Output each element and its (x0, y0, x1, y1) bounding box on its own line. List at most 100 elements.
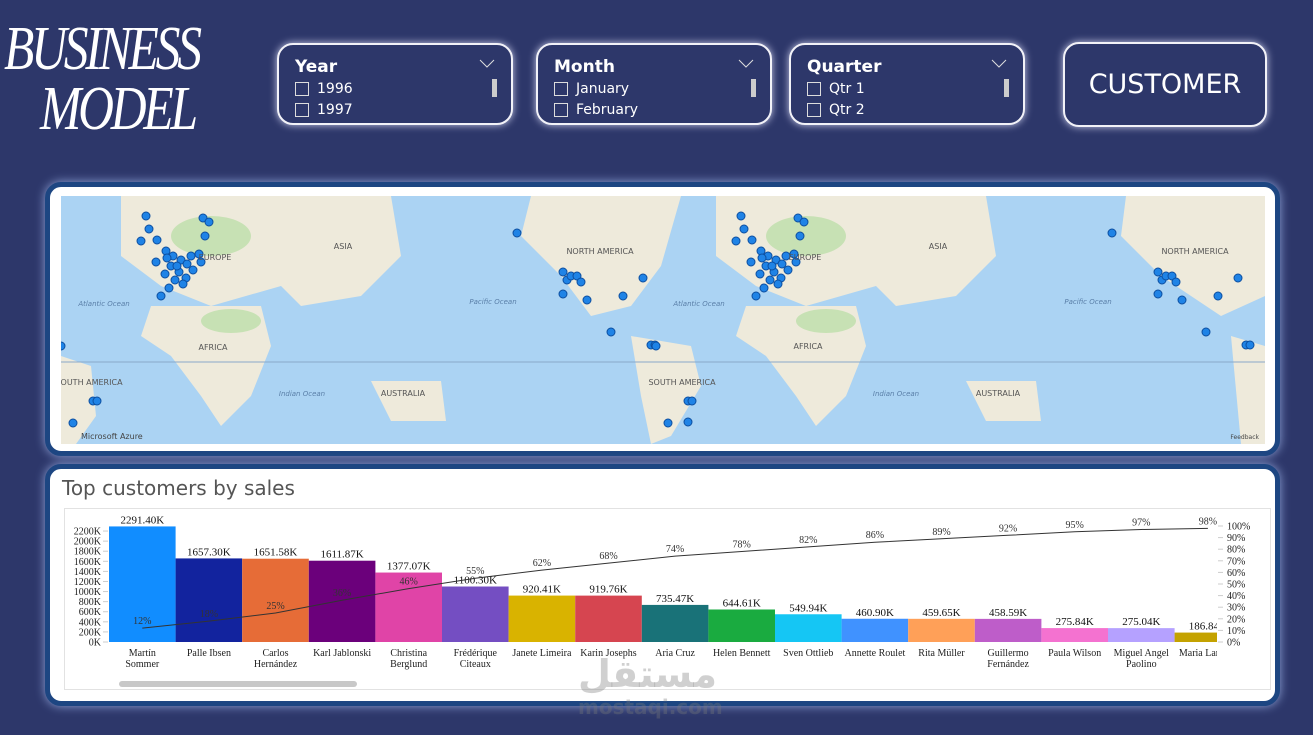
slicer-item[interactable]: 1996 (295, 81, 353, 97)
watermark: مستقل (578, 652, 717, 696)
slicer-title: Year (295, 57, 338, 77)
map: EUROPE ASIA Atlantic Ocean AFRICA SOUTH AMER… (61, 196, 1265, 444)
location-dot (651, 341, 661, 351)
location-dot (1177, 295, 1187, 305)
location-dot (136, 236, 146, 246)
slicer-item[interactable]: January (554, 81, 629, 97)
y2-tick-label: 60% (1227, 568, 1245, 579)
slicer-item[interactable]: Qtr 1 (807, 81, 865, 97)
location-dot (186, 251, 196, 261)
location-dot (751, 291, 761, 301)
value-label: 735.47K (656, 593, 694, 605)
location-dot (182, 259, 192, 269)
map-label: ASIA (929, 242, 948, 251)
checkbox[interactable] (295, 82, 309, 96)
dropdown-chevron[interactable] (991, 59, 1007, 69)
map-label: Pacific Ocean (469, 298, 516, 306)
slicer-item-label: January (576, 81, 630, 97)
chevron (738, 59, 754, 68)
checkbox[interactable] (295, 103, 309, 117)
location-dot (164, 283, 174, 293)
location-dot (204, 217, 214, 227)
line-value-label: 25% (266, 601, 284, 612)
checkbox[interactable] (554, 103, 568, 117)
bar (242, 558, 309, 642)
location-dot (156, 291, 166, 301)
customer-button[interactable]: CUSTOMER (1063, 42, 1267, 127)
map-label: AUSTRALIA (381, 389, 426, 398)
line-value-label: 18% (200, 609, 218, 620)
location-dot (773, 279, 783, 289)
line-value-label: 74% (666, 544, 684, 555)
vegetation (171, 216, 856, 333)
location-dot (1233, 273, 1243, 283)
line-value-label: 82% (799, 535, 817, 546)
location-dot (144, 224, 154, 234)
y-tick-label: 1800K (74, 547, 102, 558)
x-tick-label: Carlos Hernández (253, 648, 298, 670)
bar (841, 618, 909, 642)
slicer-item-label: Qtr 2 (829, 102, 865, 118)
map-label: NORTH AMERICA (1161, 247, 1229, 256)
value-label: 1651.58K (254, 547, 298, 559)
location-dot (765, 275, 775, 285)
x-tick-label: Sven Ottlieb (783, 648, 834, 659)
slicer-item-label: 1996 (317, 81, 353, 97)
location-dot (739, 224, 749, 234)
location-dot (663, 418, 673, 428)
checkbox[interactable] (554, 82, 568, 96)
y2-tick-label: 10% (1227, 626, 1245, 637)
value-label: 1611.87K (320, 549, 363, 561)
checkbox[interactable] (807, 82, 821, 96)
checkbox[interactable] (807, 103, 821, 117)
bar (375, 572, 442, 642)
line-value-label: 55% (466, 566, 484, 577)
line-value-label: 86% (866, 530, 884, 541)
line-value-label: 89% (932, 527, 950, 538)
x-tick-label: Aria Cruz (655, 648, 695, 659)
map-label: SOUTH AMERICA (61, 378, 123, 387)
bar (1108, 628, 1175, 642)
logo-line: BUSINESS (4, 15, 202, 83)
map-label: AUSTRALIA (976, 389, 1021, 398)
y2-tick-label: 50% (1227, 580, 1245, 591)
x-tick-label: Palle Ibsen (186, 648, 231, 659)
bar (175, 558, 243, 642)
location-dot (92, 396, 102, 406)
map-attribution: Microsoft Azure (81, 432, 143, 441)
dropdown-chevron[interactable] (738, 59, 754, 69)
map-feedback[interactable]: Feedback (1230, 434, 1259, 441)
location-dot (746, 257, 756, 267)
slicer-item[interactable]: February (554, 102, 638, 118)
value-label: 1657.30K (187, 546, 231, 558)
dropdown-chevron[interactable] (479, 59, 495, 69)
location-dot (558, 289, 568, 299)
value-label: 644.61K (723, 597, 761, 609)
x-tick-label: Maria Larsson (1178, 648, 1217, 659)
value-label: 186.84K (1189, 621, 1227, 633)
bar (1174, 632, 1217, 642)
slicer-item[interactable]: Qtr 2 (807, 102, 865, 118)
y-tick-label: 200K (79, 627, 102, 638)
y-tick-label: 400K (79, 617, 102, 628)
line-value-label: 97% (1132, 517, 1150, 528)
x-tick-label: Rita Müller (918, 648, 965, 659)
location-dot (1213, 291, 1223, 301)
map-label: EUROPE (789, 253, 822, 262)
slicer-item[interactable]: 1997 (295, 102, 353, 118)
scrollbar[interactable] (119, 681, 357, 687)
line-value-label: 78% (733, 540, 751, 551)
bar (442, 586, 509, 642)
location-dot (61, 341, 66, 351)
slicer-item-label: 1997 (317, 102, 353, 118)
value-label: 460.90K (856, 607, 894, 619)
chart-frame (64, 508, 1271, 690)
y-tick-label: 1400K (74, 567, 102, 578)
chevron (479, 59, 495, 68)
location-dot (759, 283, 769, 293)
x-tick-label: Karin Josephs (580, 648, 637, 659)
y-tick-label: 1000K (74, 587, 102, 598)
map-label: AFRICA (793, 342, 823, 351)
x-tick-label: Martín Sommer (125, 648, 160, 670)
